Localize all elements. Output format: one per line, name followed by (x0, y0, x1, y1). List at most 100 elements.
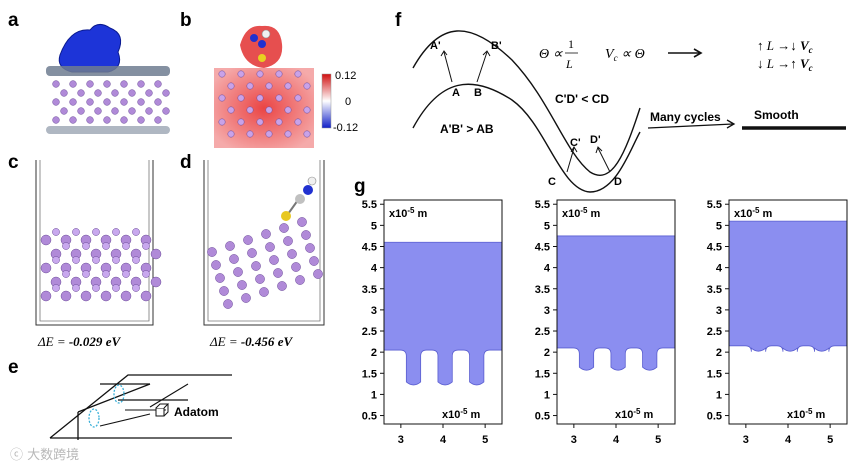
atom (52, 80, 60, 88)
x-tick-label: 5 (827, 434, 833, 446)
atom (255, 274, 265, 284)
atom (313, 269, 323, 279)
cycles-arrow-head (726, 119, 736, 129)
atom (265, 242, 275, 252)
theta-relation: Θ ∝ (539, 47, 564, 62)
y-tick-label: 5.5 (362, 199, 377, 211)
atom (297, 217, 307, 227)
atom (303, 106, 311, 114)
atom (72, 228, 80, 236)
atom (145, 107, 153, 115)
panel-g-label: g (354, 176, 366, 197)
x-tick-label: 3 (571, 434, 577, 446)
y-tick-label: 3.5 (535, 284, 550, 296)
atom (60, 107, 68, 115)
chart-1: 0.5 1 1.5 2 2.5 3 3.5 4 4.5 5 5.5 3 4 5 x10-5 m x10-5 m (362, 199, 503, 446)
atom (265, 82, 273, 90)
atom (120, 290, 132, 302)
atom (294, 70, 302, 78)
atom (132, 228, 140, 236)
atom (261, 229, 271, 239)
deposit-region (728, 220, 848, 352)
y-tick-label: 1 (716, 389, 722, 401)
y-tick-label: 4 (544, 263, 551, 275)
y-tick-label: 5.5 (535, 199, 550, 211)
atom (80, 290, 92, 302)
atom (275, 70, 283, 78)
point-D-prime: D' (590, 134, 601, 146)
point-A-prime: A' (430, 40, 441, 52)
atom (100, 290, 112, 302)
panel-a-label: a (8, 10, 19, 31)
y-tick-label: 3 (371, 305, 377, 317)
atom (211, 260, 221, 270)
atom (246, 106, 254, 114)
point-C: C (548, 176, 556, 188)
atom (303, 82, 311, 90)
atom (52, 116, 60, 124)
atom (137, 80, 145, 88)
atom (305, 243, 315, 253)
rule-1: ↑ L →↓ Vc (757, 38, 813, 55)
atom (150, 248, 162, 260)
point-B: B (474, 87, 482, 99)
y-unit-label: x10-5 m (734, 206, 773, 220)
atom (259, 287, 269, 297)
atom (227, 130, 235, 138)
y-tick-label: 5 (371, 220, 377, 232)
atom (77, 89, 85, 97)
panel-b-structure: 0.12 0 -0.12 (214, 25, 358, 148)
atom (60, 290, 72, 302)
panel-d-label: d (180, 152, 192, 173)
atom (273, 268, 283, 278)
y-tick-label: 1.5 (535, 368, 550, 380)
atom (162, 89, 170, 97)
x-tick-label: 3 (743, 434, 749, 446)
atom (227, 106, 235, 114)
atom (137, 98, 145, 106)
atom (237, 118, 245, 126)
chart-2: 0.5 1 1.5 2 2.5 3 3.5 4 4.5 5 5.5 3 4 5 x10-5 m x10-5 m (535, 199, 676, 446)
atom (62, 270, 70, 278)
atom (92, 228, 100, 236)
atom (102, 270, 110, 278)
x-unit-label: x10-5 m (615, 407, 654, 421)
ineq-bottom: C'D' < CD (555, 92, 609, 106)
atom (218, 70, 226, 78)
atom (246, 130, 254, 138)
atom (275, 118, 283, 126)
atom (111, 107, 119, 115)
y-unit-label: x10-5 m (562, 206, 601, 220)
atom (82, 242, 90, 250)
y-tick-label: 3.5 (707, 284, 722, 296)
colorbar-max: 0.12 (335, 70, 356, 82)
adatom-label: Adatom (174, 405, 219, 419)
y-tick-label: 4 (371, 263, 378, 275)
atom (256, 70, 264, 78)
panel-c-energy: ΔE = -0.029 eV (37, 334, 121, 349)
chart-3: 0.5 1 1.5 2 2.5 3 3.5 4 4.5 5 5.5 3 4 5 x10-5 m x10-5 m (707, 199, 848, 446)
atom (284, 130, 292, 138)
atom (229, 254, 239, 264)
vc-relation: Vc ∝ Θ (605, 47, 645, 63)
atom (218, 118, 226, 126)
adatom-cube (155, 403, 170, 417)
y-unit-label: x10-5 m (389, 206, 428, 220)
x-tick-label: 5 (655, 434, 661, 446)
atom (301, 230, 311, 240)
y-tick-label: 5 (716, 220, 722, 232)
y-tick-label: 4.5 (362, 241, 377, 253)
atom (241, 293, 251, 303)
panel-d-atoms (207, 217, 323, 309)
atom (52, 228, 60, 236)
atom (72, 256, 80, 264)
x-tick-label: 4 (785, 434, 792, 446)
atom (132, 256, 140, 264)
watermark: ⓒ 大数跨境 (10, 448, 79, 463)
atom (128, 89, 136, 97)
atom (72, 284, 80, 292)
atom (237, 94, 245, 102)
theta-frac-num: 1 (568, 37, 574, 51)
atom (120, 116, 128, 124)
